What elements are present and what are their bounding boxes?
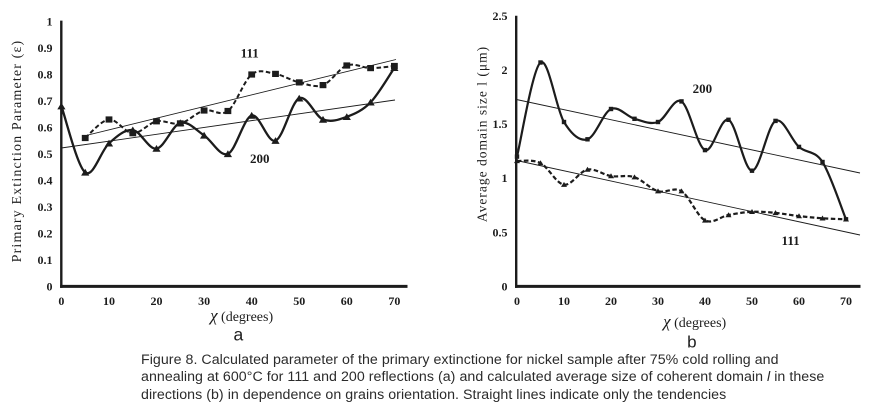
svg-text:40: 40	[699, 294, 711, 308]
svg-text:2.5: 2.5	[493, 9, 508, 23]
svg-text:Primary Extinction Parameter (: Primary Extinction Parameter (ε)	[10, 40, 25, 263]
svg-text:111: 111	[782, 233, 800, 248]
svg-text:0: 0	[502, 279, 508, 293]
svg-text:50: 50	[293, 294, 305, 308]
svg-text:b: b	[687, 333, 696, 352]
svg-text:10: 10	[558, 294, 570, 308]
svg-text:30: 30	[198, 294, 210, 308]
svg-text:200: 200	[693, 81, 713, 96]
svg-text:0.9: 0.9	[38, 41, 53, 55]
svg-text:0.2: 0.2	[38, 226, 53, 240]
svg-text:20: 20	[605, 294, 617, 308]
svg-text:0: 0	[47, 279, 53, 293]
svg-text:1: 1	[47, 15, 53, 29]
svg-text:2: 2	[502, 63, 508, 77]
svg-text:70: 70	[840, 294, 852, 308]
svg-text:0.5: 0.5	[38, 147, 53, 161]
svg-text:50: 50	[746, 294, 758, 308]
svg-text:0.3: 0.3	[38, 200, 53, 214]
svg-text:0.5: 0.5	[493, 225, 508, 239]
svg-text:1.5: 1.5	[493, 117, 508, 131]
svg-text:111: 111	[241, 46, 259, 61]
svg-text:0: 0	[514, 294, 520, 308]
svg-text:10: 10	[103, 294, 115, 308]
svg-text:60: 60	[793, 294, 805, 308]
svg-text:20: 20	[151, 294, 163, 308]
svg-text:a: a	[234, 325, 244, 345]
svg-text:χ (degrees): χ (degrees)	[661, 312, 726, 331]
svg-text:200: 200	[250, 151, 270, 166]
svg-text:Average domain size l (μm): Average domain size l (μm)	[475, 46, 490, 222]
svg-text:1: 1	[502, 171, 508, 185]
svg-text:30: 30	[652, 294, 664, 308]
svg-text:0.4: 0.4	[38, 173, 53, 187]
svg-text:0.8: 0.8	[38, 68, 53, 82]
svg-text:0.7: 0.7	[38, 94, 53, 108]
svg-text:60: 60	[341, 294, 353, 308]
svg-text:40: 40	[246, 294, 258, 308]
svg-text:0.1: 0.1	[38, 253, 53, 267]
svg-text:0.6: 0.6	[38, 120, 53, 134]
svg-text:70: 70	[388, 294, 400, 308]
svg-text:0: 0	[58, 294, 64, 308]
svg-text:χ (degrees): χ (degrees)	[208, 306, 273, 325]
